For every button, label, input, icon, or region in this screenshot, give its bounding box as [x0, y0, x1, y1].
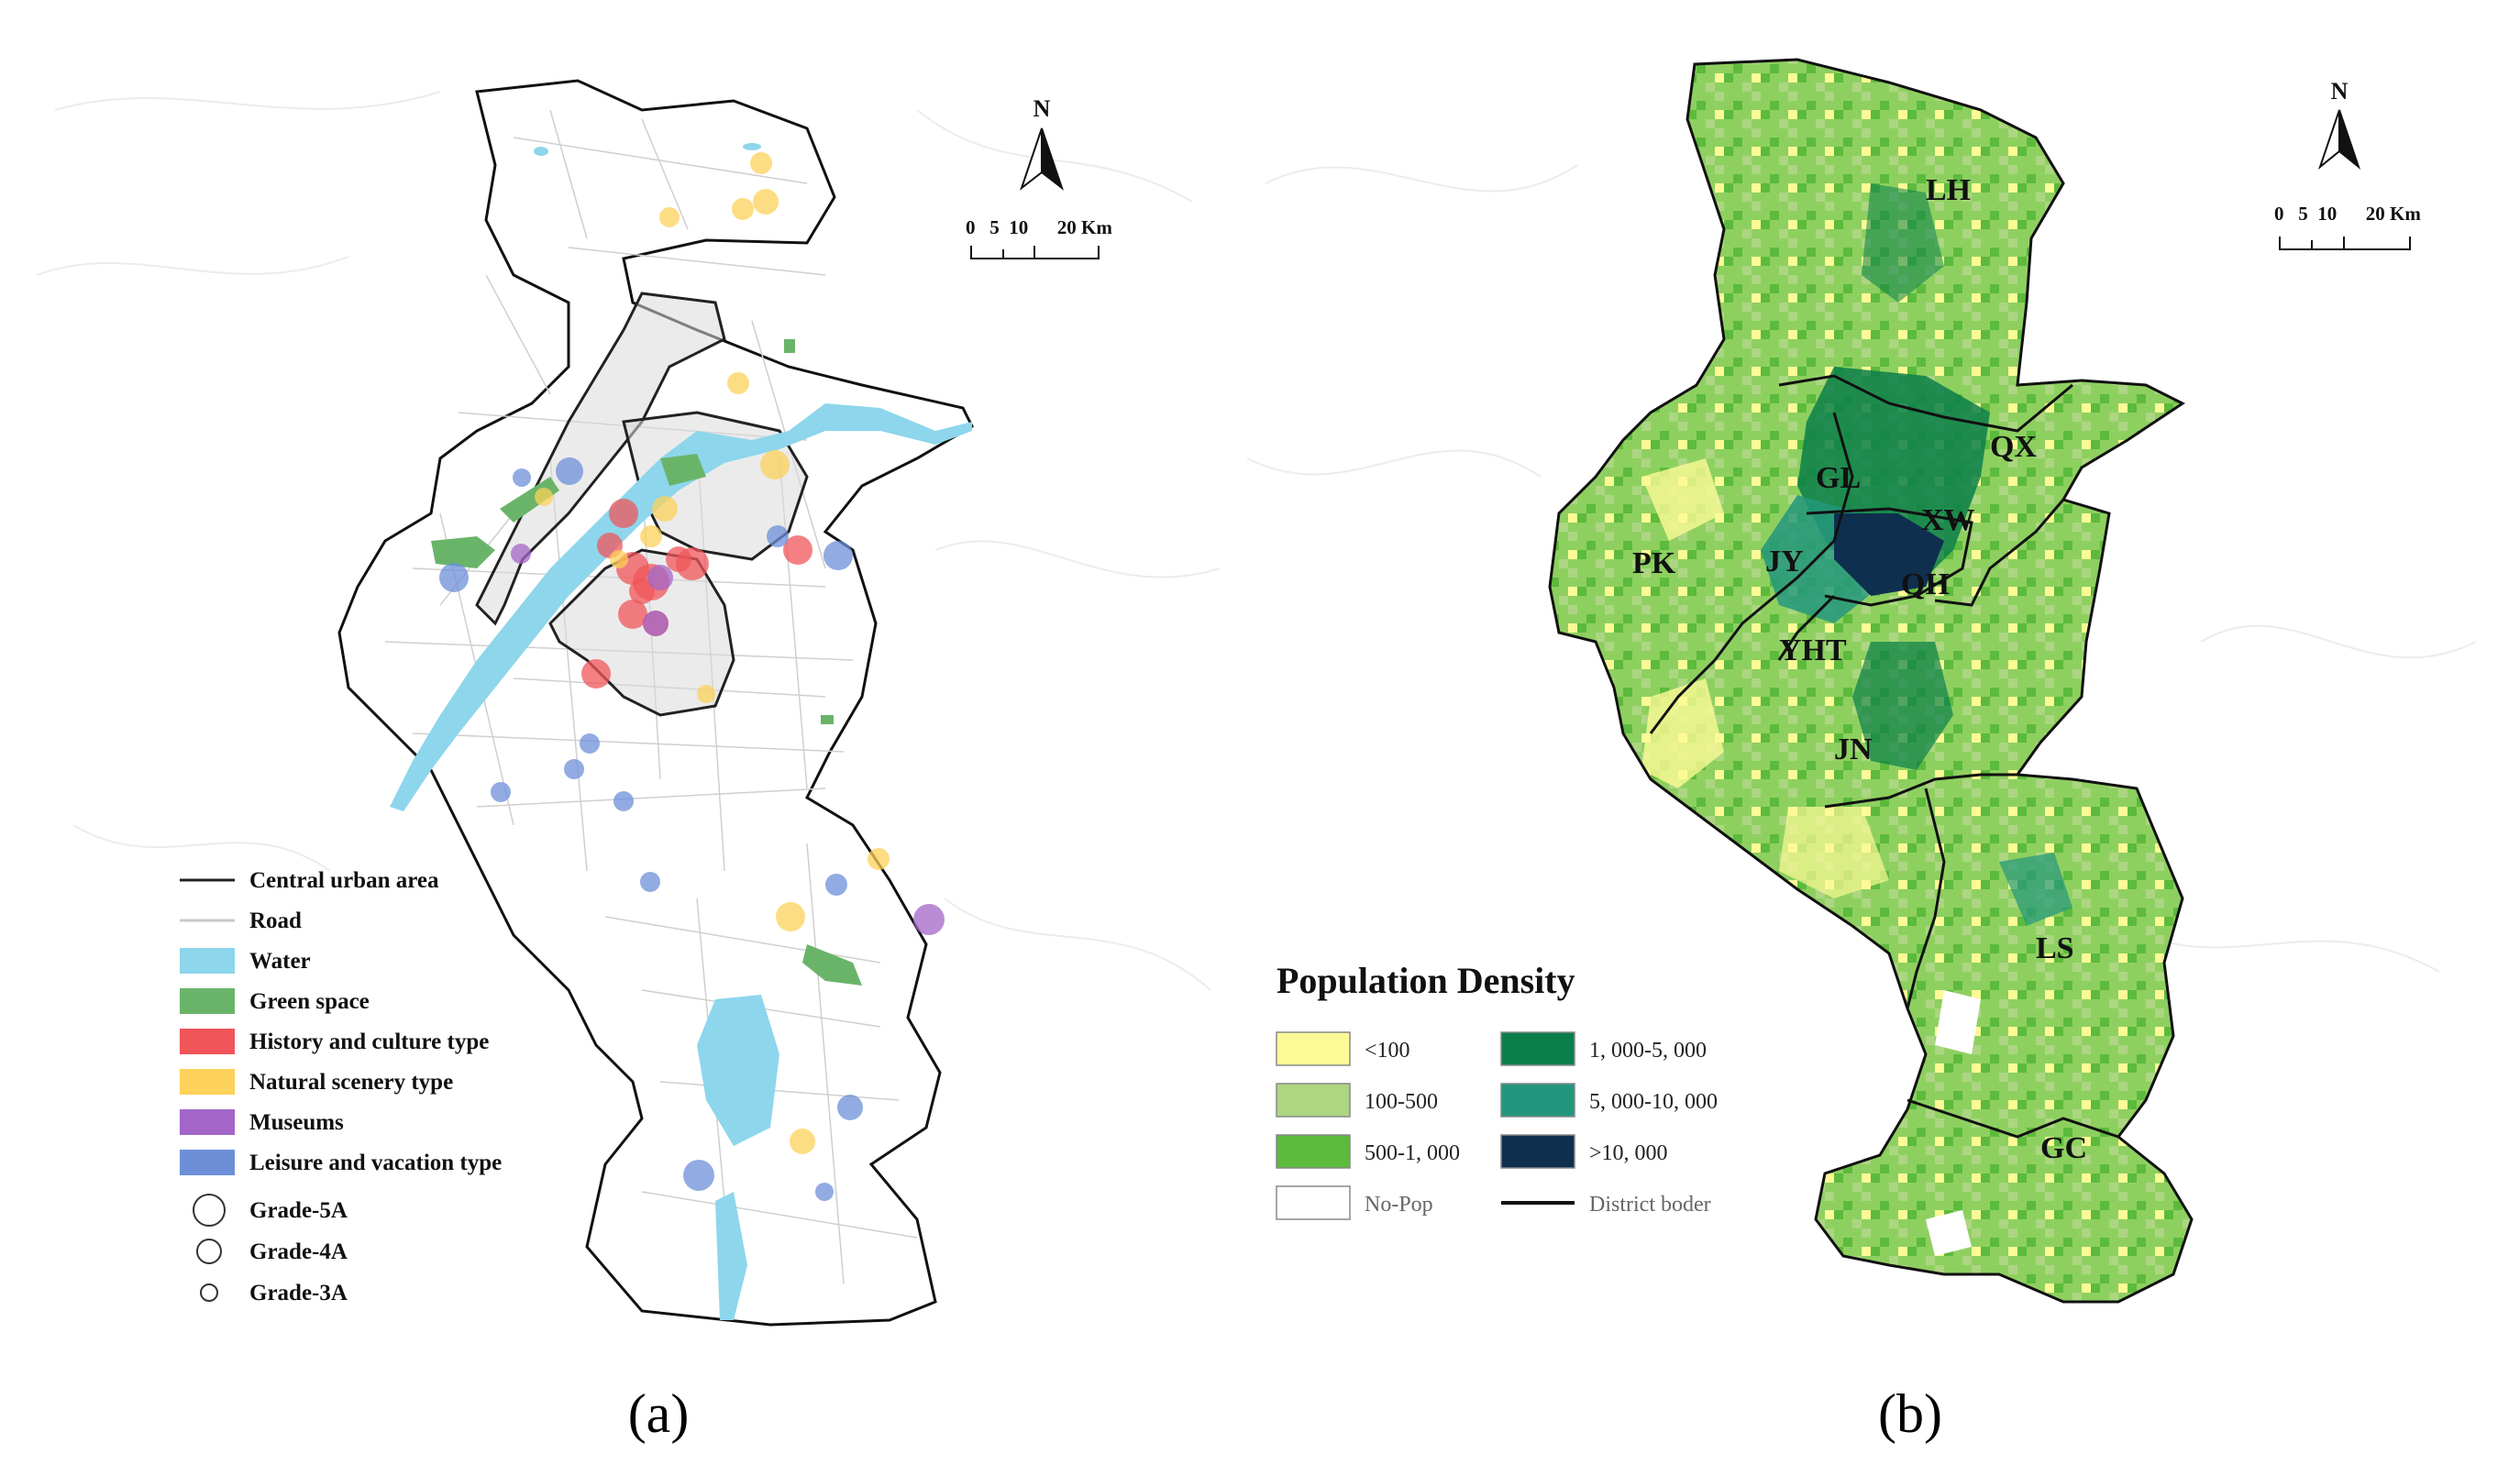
legend-a-label: Central urban area	[249, 868, 439, 893]
legend-b-item: 100-500	[1276, 1083, 1438, 1118]
legend-a-label: Museums	[249, 1110, 344, 1135]
legend-b-item: No-Pop	[1276, 1185, 1433, 1220]
legend-a-item: Water	[180, 948, 311, 974]
density-cores	[1641, 183, 2072, 1256]
district-label: QX	[1990, 430, 2037, 464]
scale-bar-b: 0 5 10 20 Km	[2274, 203, 2421, 250]
scale-label-a: 0 5 10 20 Km	[966, 216, 1112, 238]
district-label: LS	[2036, 931, 2074, 965]
legend-b-swatch	[1500, 1031, 1575, 1066]
legend-a-item: Grade-5A	[193, 1194, 348, 1227]
legend-b-swatch	[1276, 1083, 1351, 1118]
legend-b-label: District boder	[1589, 1193, 1711, 1217]
legend-a-item: Leisure and vacation type	[180, 1150, 502, 1175]
legend-a-item: Road	[180, 909, 302, 933]
north-label-a: N	[1033, 95, 1051, 122]
legend-a-label: Green space	[249, 989, 370, 1014]
legend-b-swatch	[1500, 1083, 1575, 1118]
legend-a-swatch	[180, 1150, 235, 1175]
legend-b-swatch	[1276, 1185, 1351, 1220]
legend-a-item: History and culture type	[180, 1029, 489, 1054]
legend-b-swatch	[1276, 1134, 1351, 1169]
legend-b-item: 1, 000-5, 000	[1500, 1031, 1707, 1066]
leisure-vacation-points	[439, 457, 863, 1201]
legend-a-circle	[200, 1283, 218, 1302]
legend-b-label: No-Pop	[1365, 1193, 1433, 1217]
legend-a-label: Natural scenery type	[249, 1070, 453, 1095]
north-arrow-a: N	[1019, 95, 1065, 191]
legend-a-label: Grade-4A	[249, 1239, 348, 1264]
legend-a-swatch	[180, 988, 235, 1014]
legend-a-swatch	[180, 948, 235, 974]
district-borders	[1548, 58, 2194, 1304]
legend-a-item: Central urban area	[180, 868, 439, 893]
legend-a-circle	[196, 1239, 222, 1264]
legend-b-label: >10, 000	[1589, 1141, 1668, 1165]
legend-a-label: Leisure and vacation type	[249, 1151, 502, 1175]
legend-b-swatch	[1500, 1134, 1575, 1169]
legend-a-label: History and culture type	[249, 1030, 489, 1054]
legend-b-label: 100-500	[1365, 1090, 1438, 1114]
legend-title-b: Population Density	[1277, 960, 1575, 1001]
district-label: YHT	[1779, 633, 1847, 667]
legend-b-label: <100	[1365, 1039, 1410, 1063]
legend-a-item: Green space	[180, 988, 370, 1014]
panel-a: N 0 5 10 20 Km Central urban area Road Wat…	[36, 79, 1221, 1444]
district-label: GC	[2040, 1131, 2087, 1165]
caption-b: (b)	[1878, 1383, 1942, 1444]
caption-a: (a)	[628, 1383, 690, 1444]
legend-b-item: >10, 000	[1500, 1134, 1668, 1169]
district-label: JY	[1765, 545, 1804, 578]
water-bodies	[390, 143, 972, 1320]
north-arrow-b: N	[2317, 78, 2361, 170]
legend-a-swatch	[180, 1029, 235, 1054]
legend-a-item: Natural scenery type	[180, 1069, 453, 1095]
district-label: QH	[1901, 567, 1950, 601]
district-label: GL	[1816, 461, 1861, 495]
legend-b-item: District boder	[1501, 1193, 1711, 1217]
legend-a-label: Road	[249, 909, 302, 933]
attraction-points	[439, 152, 945, 1201]
legend-b-swatch	[1276, 1031, 1351, 1066]
legend-b-label: 5, 000-10, 000	[1589, 1090, 1718, 1114]
district-label: JN	[1834, 732, 1873, 766]
legend-a-label: Water	[249, 949, 311, 974]
district-label: XW	[1921, 503, 1975, 537]
legend-a-swatch	[180, 1109, 235, 1135]
legend-b: <100 100-500 500-1, 000 No-Pop 1, 000-5, 000…	[1276, 1031, 1718, 1220]
legend-a-label: Grade-5A	[249, 1198, 348, 1223]
legend-b-item: 5, 000-10, 000	[1500, 1083, 1718, 1118]
north-label-b: N	[2331, 78, 2349, 105]
legend-b-item: <100	[1276, 1031, 1410, 1066]
scale-label-b: 0 5 10 20 Km	[2274, 203, 2421, 225]
legend-a-item: Grade-4A	[196, 1239, 348, 1264]
legend-a-swatch	[180, 1069, 235, 1095]
district-label: PK	[1632, 546, 1676, 580]
legend-a-item: Museums	[180, 1109, 344, 1135]
history-culture-points	[581, 499, 812, 688]
legend-a-item: Grade-3A	[200, 1281, 348, 1305]
legend-b-label: 1, 000-5, 000	[1589, 1039, 1707, 1063]
legend-b-item: 500-1, 000	[1276, 1134, 1460, 1169]
legend-a-label: Grade-3A	[249, 1281, 348, 1305]
legend-a-circle	[193, 1194, 226, 1227]
legend-a: Central urban area Road Water Green space Hi…	[180, 868, 502, 1305]
museum-points	[511, 544, 945, 935]
panel-b: LH QX GL XW PK JY QH YHT JN LS GC N 0 5 10 20 Km P…	[1246, 58, 2477, 1444]
legend-b-label: 500-1, 000	[1365, 1141, 1460, 1165]
district-labels: LH QX GL XW PK JY QH YHT JN LS GC	[1632, 173, 2087, 1165]
scale-bar-a: 0 5 10 20 Km	[966, 216, 1112, 259]
district-label: LH	[1926, 173, 1971, 207]
natural-scenery-points	[535, 152, 890, 1154]
